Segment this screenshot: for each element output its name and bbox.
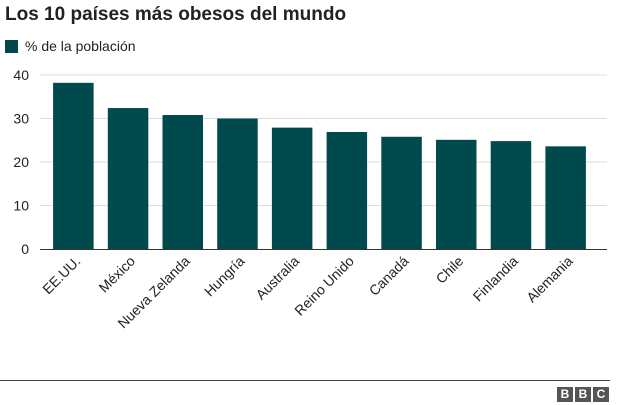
bbc-logo-block-2: B <box>575 387 591 402</box>
y-tick-label-4: 40 <box>13 67 29 83</box>
bar-8 <box>490 141 532 249</box>
bar-1 <box>107 108 149 249</box>
y-tick-label-2: 20 <box>13 154 29 170</box>
x-tick-label-6: Canadá <box>366 253 412 299</box>
x-tick-label-5: Reino Unido <box>291 253 357 319</box>
x-tick-label-1: México <box>95 253 138 296</box>
x-tick-label-0: EE.UU. <box>39 253 83 297</box>
bar-6 <box>381 136 422 249</box>
bar-3 <box>217 118 258 249</box>
bar-9 <box>545 146 586 249</box>
y-tick-label-0: 0 <box>21 241 29 257</box>
bbc-logo-block-1: B <box>557 387 573 402</box>
bar-2 <box>162 115 203 250</box>
legend-swatch <box>5 39 18 53</box>
x-tick-label-9: Alemania <box>523 253 576 306</box>
footer-rule <box>0 380 610 381</box>
y-tick-label-3: 30 <box>13 111 29 127</box>
legend: % de la población <box>5 38 136 54</box>
bar-5 <box>326 131 368 249</box>
bar-0 <box>53 82 94 249</box>
chart-title: Los 10 países más obesos del mundo <box>5 4 347 25</box>
y-tick-label-1: 10 <box>13 198 29 214</box>
legend-label: % de la población <box>25 38 136 54</box>
x-tick-label-8: Finlandia <box>470 253 522 305</box>
x-tick-label-3: Hungría <box>201 253 248 300</box>
bbc-logo-block-3: C <box>593 387 609 402</box>
bar-4 <box>271 127 313 249</box>
x-tick-label-7: Chile <box>432 253 466 287</box>
bar-7 <box>436 139 477 249</box>
bbc-logo: B B C <box>555 387 609 402</box>
x-tick-label-4: Australia <box>252 253 302 303</box>
